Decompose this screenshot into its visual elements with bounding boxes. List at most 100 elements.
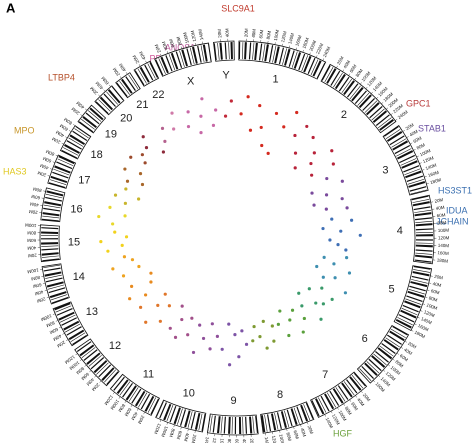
data-point (330, 217, 334, 221)
data-point (312, 151, 316, 155)
tick-label: 180M (382, 91, 394, 102)
chromosome-label: 12 (109, 340, 121, 352)
data-point (270, 324, 274, 328)
tick-mark (295, 47, 297, 51)
chromosome-label: 8 (277, 389, 283, 401)
data-point (170, 111, 174, 115)
data-point (310, 173, 314, 177)
tick-label: 40M (432, 281, 442, 288)
data-point (266, 151, 270, 155)
tick-mark (44, 290, 48, 292)
tick-label: 60M (168, 38, 176, 48)
tick-label: 60M (42, 156, 52, 164)
data-point (229, 99, 233, 103)
data-point (315, 264, 319, 269)
data-point (128, 297, 132, 301)
tick-mark (383, 369, 386, 372)
tick-label: 120M (211, 437, 217, 443)
data-point (123, 214, 127, 218)
tick-mark (316, 55, 318, 58)
tick-label: 100M (68, 360, 80, 371)
data-point (223, 114, 228, 118)
data-point (340, 179, 344, 183)
tick-mark (61, 142, 64, 145)
tick-mark (143, 411, 145, 415)
tick-mark (381, 102, 384, 105)
data-point (340, 197, 344, 201)
tick-label: 20M (217, 29, 223, 38)
tick-label: 40M (300, 427, 308, 437)
tick-label: 80M (168, 428, 176, 438)
cytoband-stripes (260, 402, 314, 433)
tick-label: 80M (27, 230, 36, 235)
data-point (305, 124, 309, 129)
data-point (144, 320, 148, 324)
data-point (191, 350, 196, 355)
tick-mark (194, 430, 196, 433)
data-point (290, 308, 295, 312)
tick-label: 60M (27, 238, 36, 243)
data-point (199, 131, 203, 135)
data-point (125, 179, 130, 183)
tick-label: 120M (190, 30, 197, 42)
tick-label: 20M (112, 67, 121, 77)
data-point (295, 110, 299, 115)
tick-label: 40M (356, 397, 365, 407)
tick-mark (422, 303, 426, 305)
data-point (259, 125, 263, 130)
tick-mark (424, 176, 427, 178)
tick-label: 180M (414, 330, 427, 340)
tick-label: 140M (264, 437, 271, 443)
tick-mark (55, 154, 58, 157)
tick-label: 140M (425, 162, 438, 171)
gene-label: HGF (333, 428, 353, 438)
tick-mark (55, 320, 59, 322)
data-point (240, 329, 244, 333)
data-point (321, 275, 325, 279)
tick-label: 80M (416, 142, 426, 150)
tick-mark (400, 346, 404, 349)
tick-mark (180, 46, 182, 49)
tick-mark (414, 323, 417, 325)
tick-mark (300, 424, 302, 427)
tick-mark (419, 162, 422, 164)
data-point (246, 95, 250, 99)
data-point (321, 302, 325, 306)
gene-label: JCHAIN (436, 216, 469, 226)
gene-label: ANOS1 (165, 42, 196, 52)
data-point (358, 233, 362, 237)
data-point (215, 334, 219, 338)
data-point (321, 226, 325, 231)
tick-label: 160M (374, 381, 386, 393)
data-point (258, 103, 262, 108)
data-point (211, 123, 216, 127)
tick-mark (187, 44, 189, 48)
data-point (331, 162, 335, 166)
tick-mark (89, 370, 92, 373)
tick-label: 40M (403, 347, 413, 356)
data-point (261, 319, 265, 323)
cytoband-stripes (54, 302, 88, 346)
tick-label: 80M (63, 116, 73, 125)
tick-mark (138, 64, 141, 67)
cytoband-stripes (116, 73, 140, 97)
chromosome-label: 9 (230, 395, 236, 407)
gene-label: SLC9A1 (221, 3, 255, 13)
tick-label: 60M (32, 282, 42, 289)
tick-mark (324, 414, 326, 417)
tick-mark (187, 428, 189, 432)
tick-label: 60M (59, 123, 69, 132)
data-point (274, 111, 279, 116)
tick-label: 160M (437, 250, 449, 256)
chromosome-band (310, 371, 368, 418)
tick-label: 80M (227, 439, 232, 443)
tick-label: 20M (154, 43, 162, 53)
tick-label: 200M (308, 39, 317, 52)
gene-label: GPC1 (406, 98, 431, 108)
tick-mark (180, 426, 182, 430)
chromosome-label: 15 (68, 236, 80, 248)
tick-label: 100M (219, 438, 225, 443)
tick-label: 20M (37, 170, 47, 178)
tick-label: 100M (25, 222, 37, 228)
tick-mark (413, 149, 416, 151)
